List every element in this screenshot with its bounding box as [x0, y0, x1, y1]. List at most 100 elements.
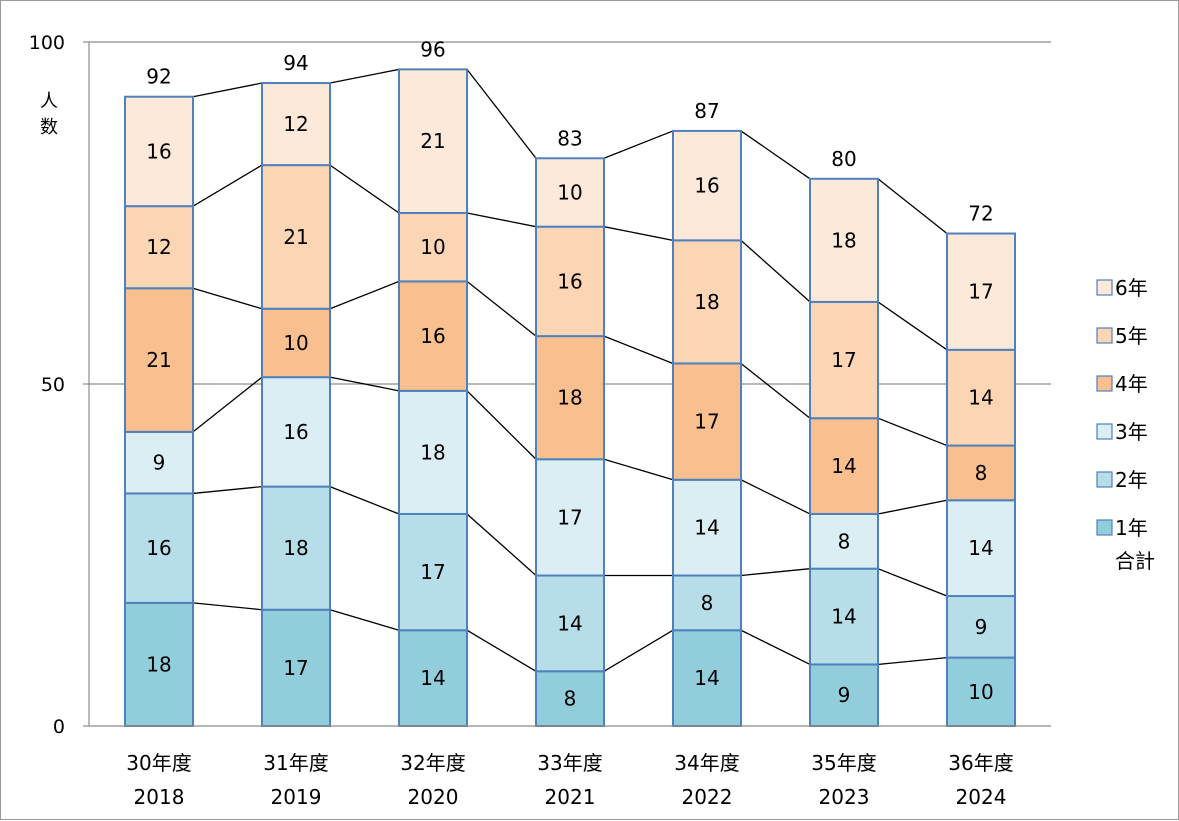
data-label: 14	[694, 666, 719, 690]
bar-segment	[261, 307, 331, 379]
bar-segment	[946, 595, 1016, 659]
category-label-line2: 2024	[956, 785, 1007, 809]
bar-segment	[535, 157, 605, 228]
legend-entry: 6年	[1115, 276, 1148, 300]
category-label-line2: 2020	[408, 785, 459, 809]
connector-line	[192, 376, 263, 433]
total-label: 94	[283, 51, 308, 75]
data-label: 14	[420, 666, 445, 690]
legend-swatch	[1096, 423, 1113, 440]
connector-line	[740, 239, 811, 303]
category-label-line1: 34年度	[674, 751, 739, 775]
connector-line	[740, 629, 811, 666]
data-label: 18	[146, 652, 171, 676]
category-label-line1: 32年度	[400, 751, 465, 775]
bar-segment	[124, 287, 194, 433]
x-axis: 30年度 2018 31年度 2019 32年度 2020 33年度 2021 34年度 2022…	[89, 725, 1051, 809]
connector-line	[740, 479, 811, 515]
bar-segment	[124, 492, 194, 604]
y-tick-label: 100	[29, 32, 65, 54]
bar-segment	[124, 95, 194, 208]
bar-segment	[809, 417, 879, 515]
bar-segment	[809, 663, 879, 728]
bars	[124, 68, 1016, 728]
data-label: 14	[968, 386, 993, 410]
data-label: 12	[283, 112, 308, 136]
connector-line	[877, 417, 948, 447]
legend-entry: 1年	[1115, 516, 1148, 540]
data-label: 9	[153, 451, 166, 475]
data-label: 14	[831, 605, 856, 629]
connector-line	[740, 130, 811, 180]
connector-line	[603, 226, 674, 241]
bar-segment	[672, 629, 742, 727]
category-label-line1: 36年度	[948, 751, 1013, 775]
connector-line	[192, 287, 263, 310]
connector-line	[466, 280, 537, 337]
bar-segment	[124, 430, 194, 495]
connector-line	[466, 390, 537, 460]
bar-segment	[398, 389, 468, 515]
data-label: 21	[283, 225, 308, 249]
data-label: 10	[557, 180, 582, 204]
y-axis: 0 50 100	[29, 32, 90, 738]
connector-line	[466, 68, 537, 159]
connector-line	[329, 280, 400, 310]
category-label-line1: 30年度	[126, 751, 191, 775]
legend-entry-total: 合計	[1115, 549, 1155, 573]
data-label: 18	[420, 440, 445, 464]
category-label-line1: 33年度	[537, 751, 602, 775]
total-label: 87	[694, 99, 719, 123]
bar-segment	[946, 348, 1016, 447]
legend-swatch	[1096, 375, 1113, 392]
y-tick-label: 0	[53, 716, 65, 738]
legend-swatch	[1096, 327, 1113, 344]
data-label: 17	[283, 656, 308, 680]
y-tick-label: 50	[41, 374, 65, 396]
data-labels: 18 16 9 21 12 16 17 18 16 10 21 12 14 17 18 16 10 21 8 14 17…	[146, 112, 993, 711]
data-label: 21	[420, 129, 445, 153]
data-label: 14	[831, 454, 856, 478]
data-label: 17	[420, 560, 445, 584]
data-label: 8	[975, 461, 988, 485]
legend-entry: 2年	[1115, 468, 1148, 492]
data-label: 17	[831, 348, 856, 372]
bar-segment	[672, 239, 742, 365]
data-label: 17	[968, 280, 993, 304]
connector-line	[466, 212, 537, 228]
bar-segment	[261, 485, 331, 611]
bar-segment	[398, 629, 468, 727]
data-label: 8	[838, 529, 851, 553]
bar-segment	[809, 177, 879, 303]
data-label: 10	[420, 235, 445, 259]
bar-segment	[672, 129, 742, 242]
connector-line	[192, 602, 263, 611]
category-label-line2: 2018	[134, 785, 185, 809]
total-label: 72	[968, 202, 993, 226]
connector-line	[466, 629, 537, 672]
legend-swatch	[1096, 279, 1113, 296]
category-label-line2: 2023	[819, 785, 870, 809]
category-label-line2: 2022	[682, 785, 733, 809]
data-label: 18	[831, 228, 856, 252]
data-label: 16	[557, 269, 582, 293]
connector-line	[466, 513, 537, 577]
category-label-line1: 35年度	[811, 751, 876, 775]
bar-segment	[672, 574, 742, 632]
connector-lines	[192, 68, 948, 672]
connector-line	[603, 335, 674, 365]
bar-segment	[398, 212, 468, 283]
y-axis-label-char: 人	[40, 91, 58, 112]
data-label: 17	[694, 410, 719, 434]
data-label: 9	[975, 615, 988, 639]
data-label: 14	[557, 611, 582, 635]
legend-entry: 4年	[1115, 372, 1148, 396]
connector-line	[877, 301, 948, 351]
bar-segment	[261, 376, 331, 488]
data-label: 8	[564, 687, 577, 711]
legend-entry: 3年	[1115, 420, 1148, 444]
data-label: 17	[557, 505, 582, 529]
connector-line	[603, 130, 674, 159]
